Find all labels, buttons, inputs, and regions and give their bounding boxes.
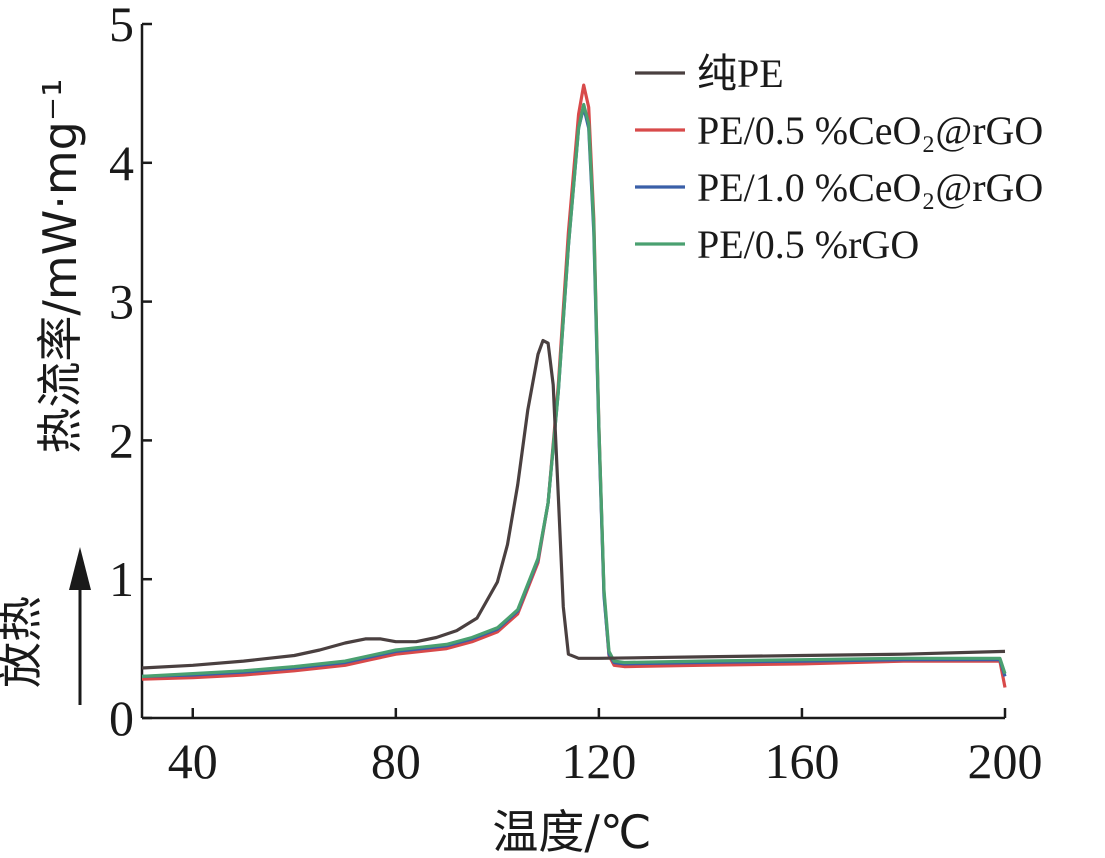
x-tick-label: 120 xyxy=(561,733,636,789)
y-axis-label: 热流率/mW·mg⁻¹ xyxy=(33,78,87,453)
y-ticks: 0 1 2 3 4 5 xyxy=(109,0,152,746)
y-tick-label: 3 xyxy=(109,274,134,330)
series-line-3 xyxy=(141,102,1007,678)
x-ticks: 40 80 120 160 200 xyxy=(168,708,1043,789)
legend-label-1: PE/0.5 %CeO₂@rGO xyxy=(697,108,1043,153)
x-tick-label: 160 xyxy=(764,733,839,789)
exotherm-arrow-icon xyxy=(69,547,91,590)
y-tick-label: 0 xyxy=(109,690,134,746)
y-tick-label: 1 xyxy=(109,551,134,607)
y-tick-label: 4 xyxy=(109,135,134,191)
exotherm-label: 放热 xyxy=(0,596,47,688)
series-lines xyxy=(141,83,1007,688)
series-line-0 xyxy=(141,338,1006,670)
x-tick-label: 40 xyxy=(168,733,218,789)
x-tick-label: 200 xyxy=(968,733,1043,789)
legend-label-3: PE/0.5 %rGO xyxy=(697,222,919,267)
plot-area: 40 80 120 160 200 0 1 2 3 4 5 xyxy=(109,0,1043,789)
x-tick-label: 80 xyxy=(371,733,421,789)
x-axis-label: 温度/℃ xyxy=(492,805,651,858)
legend-label-0: 纯PE xyxy=(697,51,784,96)
legend-label-2: PE/1.0 %CeO₂@rGO xyxy=(697,165,1043,210)
y-tick-label: 2 xyxy=(109,412,134,468)
legend: 纯PE PE/0.5 %CeO₂@rGO PE/1.0 %CeO₂@rGO PE/0.… xyxy=(635,51,1043,267)
y-tick-label: 5 xyxy=(109,0,134,52)
exotherm-indicator: 放热 xyxy=(0,547,91,705)
